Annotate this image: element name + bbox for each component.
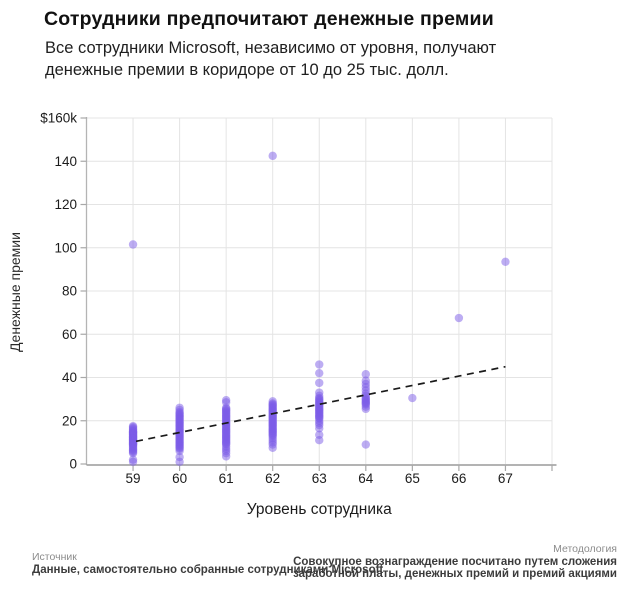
chart-subtitle: Все сотрудники Microsoft, независимо от … bbox=[45, 37, 496, 81]
source-text: Данные, самостоятельно собранные сотрудн… bbox=[32, 564, 384, 576]
x-tick-label: 61 bbox=[219, 471, 234, 486]
data-point bbox=[361, 370, 370, 379]
x-tick-label: 63 bbox=[312, 471, 327, 486]
source-note: Источник Данные, самостоятельно собранны… bbox=[32, 551, 383, 577]
data-point bbox=[501, 257, 510, 267]
data-point bbox=[361, 440, 370, 449]
data-point bbox=[175, 457, 184, 467]
data-point bbox=[315, 368, 324, 378]
data-point bbox=[128, 240, 138, 249]
x-tick-label: 64 bbox=[358, 471, 374, 486]
data-point bbox=[361, 404, 370, 414]
y-tick-label: 140 bbox=[54, 154, 77, 169]
y-tick-label: 0 bbox=[69, 457, 77, 472]
data-point bbox=[315, 378, 324, 388]
y-tick-label: 120 bbox=[54, 197, 77, 212]
data-point bbox=[315, 436, 324, 445]
page-title: Сотрудники предпочитают денежные премии bbox=[44, 8, 494, 30]
x-tick-label: 67 bbox=[498, 471, 513, 486]
y-tick-label: 40 bbox=[62, 370, 77, 385]
chart-subtitle-line2: денежные премии в коридоре от 10 до 25 т… bbox=[45, 61, 449, 79]
chart-subtitle-line1: Все сотрудники Microsoft, независимо от … bbox=[45, 39, 497, 57]
scatter-chart: $160k 140 120 100 80 60 40 20 0 59 60 61 62 63 64 65 66 6… bbox=[7, 111, 557, 518]
y-tick-label: $160k bbox=[40, 111, 77, 126]
data-point bbox=[268, 443, 277, 452]
y-axis-title: Денежные премии bbox=[7, 232, 23, 352]
source-label: Источник bbox=[32, 551, 77, 563]
data-point bbox=[454, 313, 464, 323]
y-tick-label: 100 bbox=[54, 240, 77, 255]
data-point bbox=[408, 393, 417, 403]
data-point bbox=[128, 457, 138, 467]
data-point bbox=[221, 452, 231, 461]
x-tick-label: 60 bbox=[172, 471, 187, 486]
y-tick-label: 20 bbox=[62, 413, 77, 428]
methodology-text-line1: Совокупное вознаграждение посчитано путе… bbox=[293, 556, 617, 568]
x-axis-title: Уровень сотрудника bbox=[247, 501, 392, 518]
methodology-text-line2: заработной платы, денежных премий и прем… bbox=[293, 567, 617, 580]
methodology-label: Методология bbox=[553, 543, 617, 555]
trend-line bbox=[135, 365, 506, 443]
x-tick-label: 62 bbox=[265, 471, 280, 486]
x-tick-label: 59 bbox=[126, 471, 141, 486]
data-point bbox=[315, 424, 324, 433]
x-tick-label: 66 bbox=[451, 471, 466, 486]
data-point bbox=[315, 360, 324, 369]
y-tick-label: 80 bbox=[62, 284, 77, 299]
data-point bbox=[128, 448, 138, 458]
methodology-note: Методология Совокупное вознаграждение по… bbox=[293, 543, 617, 580]
data-point bbox=[268, 151, 277, 161]
x-tick-label: 65 bbox=[405, 471, 420, 486]
data-point bbox=[175, 446, 184, 456]
y-tick-label: 60 bbox=[62, 327, 77, 342]
